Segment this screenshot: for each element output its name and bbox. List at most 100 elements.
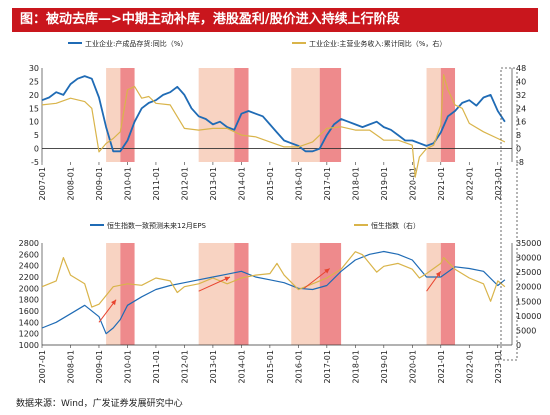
y-right-tick-label: 24 [516, 104, 526, 113]
y-left-tick-label: -5 [31, 158, 39, 167]
y-left-tick-label: 0 [34, 145, 39, 154]
x-tick-label: 2012-01 [180, 350, 189, 383]
x-tick-label: 2022-01 [465, 167, 474, 200]
x-tick-label: 2023-01 [494, 167, 503, 200]
x-tick-label: 2015-01 [266, 167, 275, 200]
top-legend-label-blue: 工业企业:产成品存货:同比（%） [85, 39, 187, 48]
bottom-legend-label-blue: 恒生指数一致预测未来12月EPS [107, 221, 207, 230]
period-band-1-3 [234, 243, 249, 345]
x-tick-label: 2014-01 [237, 167, 246, 200]
period-band-1-1 [120, 243, 135, 345]
x-tick-label: 2016-01 [294, 350, 303, 383]
y-left-tick-label: 2000 [19, 284, 39, 293]
x-tick-label: 2018-01 [351, 167, 360, 200]
x-tick-label: 2008-01 [66, 167, 75, 200]
period-band-0-0 [106, 68, 121, 162]
y-right-tick-label: 5000 [516, 326, 536, 335]
period-band-1-0 [106, 243, 121, 345]
y-left-tick-label: 10 [29, 118, 39, 127]
y-right-tick-label: 40 [516, 77, 526, 86]
x-tick-label: 2007-01 [38, 167, 47, 200]
y-left-tick-label: 15 [29, 104, 39, 113]
y-right-tick-label: 35000 [516, 239, 541, 248]
period-band-0-1 [120, 68, 135, 162]
period-band-0-4 [291, 68, 320, 162]
x-tick-label: 2012-01 [180, 167, 189, 200]
bottom-chart: 恒生指数一致预测未来12月EPS 恒生指数（右） 1000 1200 1400 160… [19, 221, 542, 383]
y-right-tick-label: 8 [516, 131, 521, 140]
period-band-1-7 [440, 243, 456, 345]
blue-series-line [41, 250, 506, 335]
x-tick-label: 2023-01 [494, 350, 503, 383]
x-tick-label: 2008-01 [66, 350, 75, 383]
y-right-tick-label: 16 [516, 118, 526, 127]
y-left-tick-label: 5 [34, 131, 39, 140]
trend-arrow-head [435, 271, 441, 277]
trend-arrow-head [324, 268, 330, 274]
y-left-tick-label: 1200 [19, 330, 39, 339]
x-tick-label: 2011-01 [152, 350, 161, 383]
y-left-tick-label: 2400 [19, 262, 39, 271]
y-right-tick-label: 32 [516, 91, 526, 100]
y-right-tick-label: 0 [516, 341, 521, 350]
period-band-1-4 [291, 243, 320, 345]
gold-series-line [41, 251, 506, 308]
x-tick-label: 2015-01 [266, 350, 275, 383]
y-left-tick-label: 2600 [19, 250, 39, 259]
x-tick-label: 2013-01 [209, 167, 218, 200]
top-chart: 工业企业:产成品存货:同比（%） 工业企业:主营业务收入:累计同比（%，右） -… [29, 39, 526, 200]
period-band-0-2 [198, 68, 235, 162]
period-band-1-2 [198, 243, 235, 345]
x-tick-label: 2009-01 [95, 167, 104, 200]
trend-arrow-line [198, 276, 231, 292]
gold-series-line [41, 74, 506, 178]
y-left-tick-label: 1000 [19, 341, 39, 350]
x-tick-label: 2017-01 [323, 350, 332, 383]
x-tick-label: 2009-01 [95, 350, 104, 383]
x-tick-label: 2007-01 [38, 350, 47, 383]
y-right-tick-label: 25000 [516, 268, 541, 277]
x-tick-label: 2019-01 [380, 167, 389, 200]
x-tick-label: 2013-01 [209, 350, 218, 383]
y-left-tick-label: 25 [29, 77, 39, 86]
trend-arrow-line [303, 268, 331, 289]
x-tick-label: 2010-01 [123, 167, 132, 200]
x-tick-label: 2020-01 [408, 350, 417, 383]
y-right-tick-label: 30000 [516, 254, 541, 263]
period-band-0-7 [440, 68, 456, 162]
y-left-tick-label: 30 [29, 64, 39, 73]
x-tick-label: 2020-01 [408, 167, 417, 200]
trend-arrow-head [224, 276, 230, 282]
x-tick-label: 2021-01 [437, 167, 446, 200]
trend-arrow-head [111, 299, 117, 306]
y-right-tick-label: 15000 [516, 297, 541, 306]
y-right-tick-label: 0 [516, 145, 521, 154]
x-tick-label: 2011-01 [152, 167, 161, 200]
x-tick-label: 2014-01 [237, 350, 246, 383]
x-tick-label: 2017-01 [323, 167, 332, 200]
y-left-tick-label: 2200 [19, 273, 39, 282]
period-band-1-5 [319, 243, 342, 345]
bottom-legend-label-gold: 恒生指数（右） [371, 221, 420, 230]
x-tick-label: 2010-01 [123, 350, 132, 383]
x-tick-label: 2016-01 [294, 167, 303, 200]
y-right-tick-label: -8 [516, 158, 524, 167]
y-left-tick-label: 1400 [19, 318, 39, 327]
period-band-0-5 [319, 68, 342, 162]
y-left-tick-label: 1600 [19, 307, 39, 316]
x-tick-label: 2021-01 [437, 350, 446, 383]
y-left-tick-label: 2800 [19, 239, 39, 248]
y-right-tick-label: 20000 [516, 283, 541, 292]
y-right-tick-label: 48 [516, 64, 526, 73]
chart-title: 图：被动去库—>中期主动补库，港股盈利/股价进入持续上行阶段 [12, 8, 538, 32]
y-left-tick-label: 20 [29, 91, 39, 100]
top-legend-label-gold: 工业企业:主营业务收入:累计同比（%，右） [309, 39, 446, 48]
data-source-note: 数据来源：Wind，广发证券发展研究中心 [16, 399, 183, 409]
x-tick-label: 2018-01 [351, 350, 360, 383]
x-tick-label: 2022-01 [465, 350, 474, 383]
y-right-tick-label: 10000 [516, 312, 541, 321]
period-band-1-6 [426, 243, 441, 345]
blue-series-line [41, 75, 506, 153]
latest-period-dashed-box [500, 67, 518, 361]
